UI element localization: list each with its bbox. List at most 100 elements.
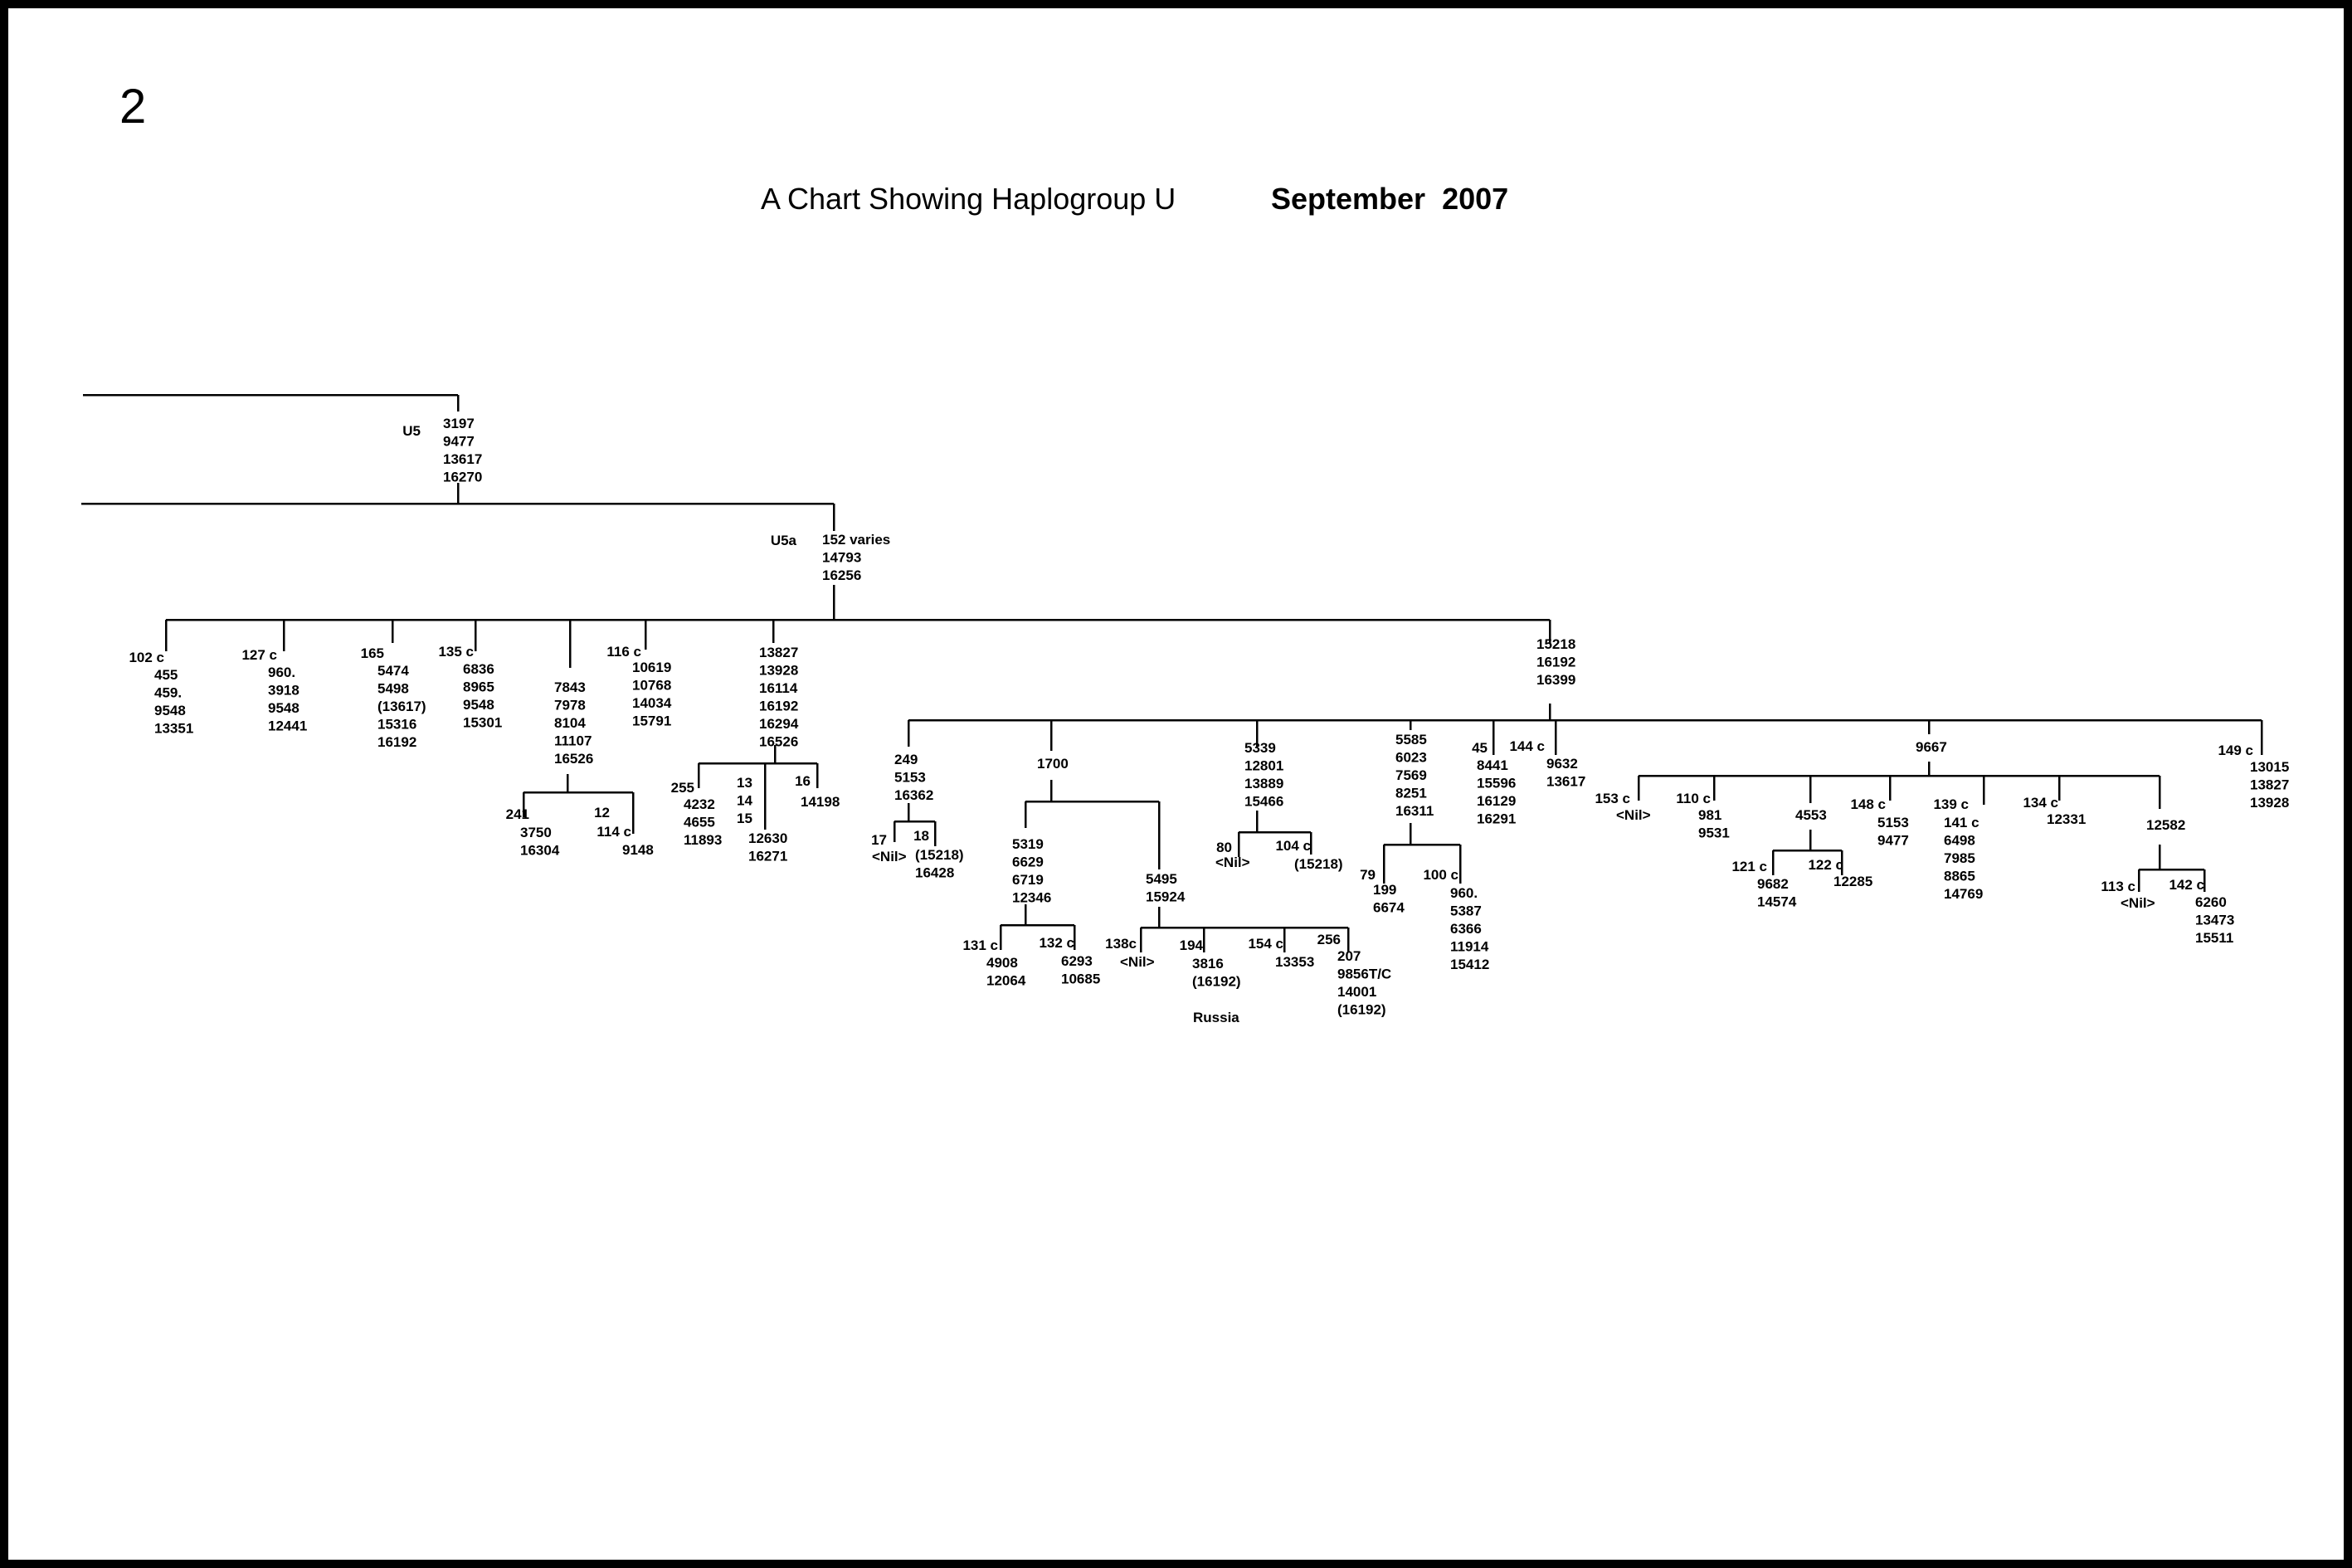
branch-16-label: 16 [795, 773, 811, 789]
branch-114-mutation: 9148 [622, 842, 654, 858]
u5-node-mutation: 16270 [443, 470, 482, 485]
u5-node-mutation: 9477 [443, 434, 475, 450]
branch-13-sub-mutation: 16271 [748, 849, 787, 864]
branch-154-mutation: 13353 [1275, 954, 1314, 970]
branch-116-mutation: 14034 [632, 695, 672, 711]
branch-149-mutation: 13928 [2250, 795, 2289, 811]
chart-date: September 2007 [1271, 182, 1509, 216]
branch-127-mutation: 12441 [268, 718, 307, 734]
branch-249-mutation: 249 [894, 752, 918, 767]
branch-148-mutation: 9477 [1877, 833, 1909, 849]
branch-7843-mutation: 7843 [554, 679, 586, 695]
branch-5319-mutation: 6719 [1012, 872, 1044, 888]
branch-113-mutation: <Nil> [2121, 895, 2155, 911]
branch-127-mutation: 3918 [268, 683, 299, 699]
branch-5585-mutation: 8251 [1395, 786, 1427, 801]
branch-13827-mutation: 16294 [759, 716, 799, 732]
branch-5585-mutation: 6023 [1395, 750, 1427, 766]
branch-13-mutation: 15 [737, 811, 752, 826]
branch-122-label: 122 c [1808, 857, 1843, 873]
branch-113-label: 113 c [2101, 879, 2135, 894]
branch-142-mutation: 15511 [2195, 930, 2233, 946]
branch-194-mutation: (16192) [1192, 974, 1241, 990]
branch-256-mutation: 14001 [1337, 984, 1376, 1000]
branch-241-mutation: 3750 [520, 825, 552, 840]
branch-142-mutation: 13473 [2195, 913, 2234, 928]
branch-100-mutation: 5387 [1450, 903, 1482, 919]
branch-13827-mutation: 16114 [759, 680, 798, 696]
branch-5319-mutation: 5319 [1012, 836, 1044, 852]
branch-134-mutation: 12331 [2047, 811, 2086, 827]
branch-100-mutation: 11914 [1450, 939, 1489, 955]
branch-102-mutation: 9548 [154, 703, 186, 718]
branch-18-label: 18 [913, 828, 929, 844]
branch-132-mutation: 10685 [1061, 971, 1100, 987]
branch-139-mutation: 6498 [1944, 833, 1975, 849]
branch-102-mutation: 455 [154, 667, 178, 683]
branch-138-label: 138c [1105, 936, 1137, 952]
branch-7843-mutation: 7978 [554, 698, 586, 713]
branch-144-label: 144 c [1509, 738, 1545, 754]
branch-18-mutation: (15218) [915, 847, 964, 863]
branch-13827-mutation: 16526 [759, 734, 798, 750]
branch-5495-mutation: 5495 [1146, 871, 1177, 887]
branch-17-mutation: <Nil> [872, 849, 907, 864]
branch-104-mutation: (15218) [1294, 856, 1343, 872]
branch-15218-mutation: 16399 [1536, 672, 1575, 688]
branch-256-mutation: (16192) [1337, 1002, 1386, 1018]
u5a-node-mutation: 152 varies [822, 532, 890, 548]
branch-255-mutation: 11893 [684, 832, 722, 848]
branch-5319-mutation: 6629 [1012, 855, 1044, 870]
page-number: 2 [119, 80, 147, 134]
branch-5339-mutation: 12801 [1244, 758, 1283, 774]
branch-80-label: 80 [1216, 840, 1232, 855]
branch-256-mutation: 9856T/C [1337, 967, 1391, 982]
u5a-node-label: U5a [771, 533, 797, 548]
branch-18-mutation: 16428 [915, 865, 954, 881]
branch-5495-mutation: 15924 [1146, 889, 1186, 905]
branch-45-mutation: 15596 [1477, 776, 1516, 791]
branch-45-mutation: 16291 [1477, 811, 1516, 827]
u5-node-mutation: 13617 [443, 451, 482, 467]
branch-132-label: 132 c [1039, 935, 1074, 951]
branch-135-mutation: 8965 [463, 679, 494, 695]
branch-149-mutation: 13015 [2250, 759, 2289, 775]
branch-9667-mutation: 9667 [1916, 739, 1947, 755]
branch-138-mutation: <Nil> [1120, 954, 1155, 970]
branch-194-mutation: 3816 [1192, 956, 1224, 971]
branch-249-mutation: 16362 [894, 787, 933, 803]
branch-102-mutation: 13351 [154, 721, 193, 737]
branch-114-label: 114 c [597, 824, 631, 840]
branch-5339-mutation: 13889 [1244, 776, 1283, 791]
branch-135-mutation: 6836 [463, 661, 494, 677]
branch-110-label: 110 c [1676, 791, 1711, 806]
branch-194-label: 194 [1180, 937, 1204, 953]
branch-144-mutation: 9632 [1546, 756, 1578, 772]
branch-122-mutation: 12285 [1833, 874, 1872, 889]
branch-142-label: 142 c [2169, 877, 2204, 893]
branch-165-mutation: (13617) [377, 699, 426, 714]
branch-5585-mutation: 5585 [1395, 732, 1427, 747]
branch-255-mutation: 4232 [684, 796, 715, 812]
u5-node-label: U5 [402, 423, 421, 439]
branch-139-mutation: 141 c [1944, 815, 1979, 830]
branch-134-label: 134 c [2023, 795, 2058, 811]
u5-node-mutation: 3197 [443, 416, 475, 431]
branch-127-mutation: 9548 [268, 700, 299, 716]
branch-5339-mutation: 15466 [1244, 794, 1283, 810]
branch-5319-mutation: 12346 [1012, 890, 1051, 906]
chart-title: A Chart Showing Haplogroup U [761, 182, 1176, 216]
branch-79-label: 79 [1360, 867, 1376, 883]
branch-15218-mutation: 16192 [1536, 655, 1575, 670]
branch-100-mutation: 6366 [1450, 921, 1482, 937]
branch-104-label: 104 c [1275, 838, 1311, 854]
branch-116-mutation: 10768 [632, 678, 671, 694]
branch-7843-mutation: 11107 [554, 733, 592, 749]
branch-256-mutation: 207 [1337, 948, 1361, 964]
branch-135-mutation: 9548 [463, 697, 494, 713]
branch-249-mutation: 5153 [894, 770, 926, 786]
branch-45-label: 45 [1472, 740, 1488, 756]
branch-255-label: 255 [671, 780, 694, 796]
